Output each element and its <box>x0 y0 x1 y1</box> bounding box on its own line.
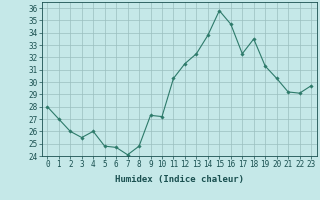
X-axis label: Humidex (Indice chaleur): Humidex (Indice chaleur) <box>115 175 244 184</box>
